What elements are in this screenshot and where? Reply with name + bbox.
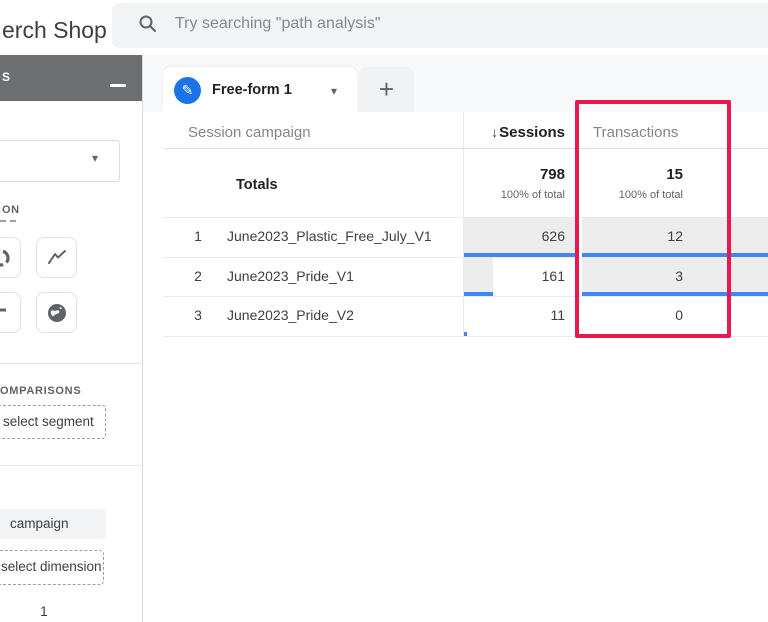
sessions-bar-row1 — [464, 218, 578, 257]
transactions-bar-row2 — [582, 258, 768, 296]
transactions-cell[interactable]: 12 — [667, 228, 683, 244]
viz-tile-bar[interactable] — [0, 292, 21, 333]
header-border — [163, 148, 768, 149]
sessions-cell[interactable]: 161 — [541, 268, 565, 284]
row-index: 1 — [194, 228, 202, 244]
tab-title[interactable]: Free-form 1 — [212, 82, 292, 98]
transactions-cell[interactable]: 3 — [675, 268, 683, 284]
totals-label: Totals — [236, 177, 278, 193]
edit-tab-badge[interactable]: ✎ — [174, 77, 201, 104]
tab-chevron-down-icon[interactable]: ▾ — [331, 84, 338, 98]
row-index: 3 — [194, 307, 202, 323]
sessions-bar-row2 — [464, 258, 578, 296]
campaign-cell[interactable]: June2023_Pride_V1 — [227, 268, 354, 284]
row-border — [163, 336, 768, 337]
row-index: 2 — [194, 268, 202, 284]
search-placeholder: Try searching "path analysis" — [175, 15, 381, 32]
segment-drop-label: select segment — [3, 414, 94, 429]
panel-header[interactable]: S — [0, 55, 142, 101]
dimension-drop-target[interactable] — [0, 550, 104, 585]
divider — [0, 465, 142, 466]
sessions-cell[interactable]: 11 — [550, 307, 565, 323]
sessions-cell[interactable]: 626 — [541, 228, 565, 244]
visualisation-section-label: ON — [2, 204, 20, 216]
technique-dropdown[interactable] — [0, 140, 120, 182]
row-border — [163, 296, 768, 297]
column-header-transactions[interactable]: Transactions — [593, 124, 679, 141]
segment-drop-target[interactable] — [0, 405, 106, 439]
column-header-sessions[interactable]: ↓Sessions — [491, 124, 565, 141]
search-icon[interactable] — [138, 14, 158, 34]
totals-transactions-value: 15 — [666, 166, 683, 183]
viz-tile-donut[interactable] — [0, 237, 21, 278]
transactions-bar-row1 — [582, 218, 768, 257]
column-border — [463, 112, 464, 336]
bar-chart-icon — [0, 308, 6, 311]
pencil-icon: ✎ — [181, 81, 194, 98]
chevron-down-icon[interactable]: ▾ — [92, 151, 99, 165]
plus-icon: + — [378, 73, 395, 104]
account-title: erch Shop — [2, 17, 107, 43]
transactions-cell[interactable]: 0 — [675, 307, 683, 323]
add-tab-button[interactable]: + — [359, 67, 414, 112]
sessions-bar-row3 — [464, 297, 578, 336]
divider — [0, 363, 142, 364]
dimension-drop-label: select dimension — [1, 559, 102, 574]
sort-descending-icon: ↓ — [491, 124, 499, 140]
panel-header-title: S — [2, 70, 12, 84]
highlight-box-annotation — [575, 100, 731, 338]
start-row-value: 1 — [40, 603, 48, 619]
campaign-cell[interactable]: June2023_Plastic_Free_July_V1 — [227, 228, 432, 244]
settings-panel: S ▾ ON OMPARISONS select segment campaig… — [0, 55, 143, 622]
viz-tile-line[interactable] — [36, 237, 77, 278]
minimize-icon[interactable] — [110, 84, 126, 87]
top-bar: erch Shop Try searching "path analysis" — [0, 0, 768, 55]
section-label-underline — [0, 220, 16, 222]
dimension-chip-campaign[interactable] — [0, 509, 106, 539]
search-input[interactable] — [112, 3, 768, 48]
totals-transactions-percent: 100% of total — [618, 189, 683, 201]
dimension-chip-label: campaign — [10, 516, 69, 531]
row-border — [163, 217, 768, 218]
column-header-session-campaign[interactable]: Session campaign — [188, 124, 311, 141]
geo-map-icon — [47, 303, 66, 322]
row-border — [163, 257, 768, 258]
totals-sessions-value: 798 — [539, 166, 565, 183]
donut-chart-icon — [0, 248, 10, 267]
totals-sessions-percent: 100% of total — [500, 189, 565, 201]
comparisons-section-label: OMPARISONS — [0, 385, 82, 397]
viz-tile-geo[interactable] — [36, 292, 77, 333]
campaign-cell[interactable]: June2023_Pride_V2 — [227, 307, 354, 323]
line-chart-icon — [47, 249, 66, 264]
